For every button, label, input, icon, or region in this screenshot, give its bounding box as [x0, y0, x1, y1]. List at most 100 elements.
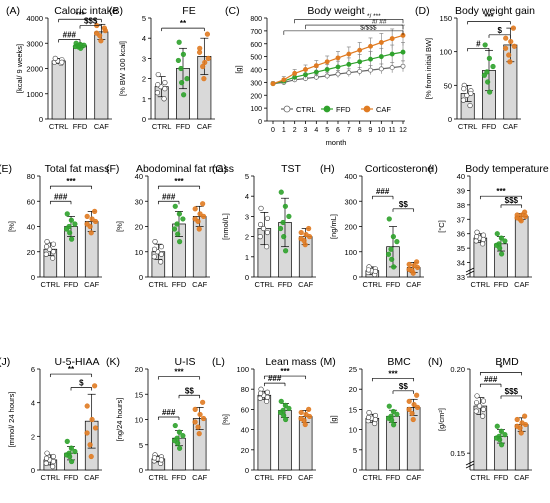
- series-point-caf: [281, 77, 287, 83]
- data-point: [414, 259, 420, 265]
- data-point: [474, 393, 480, 399]
- axis-break-mark: [465, 270, 475, 276]
- data-point: [64, 211, 70, 217]
- category-label-caf: CAF: [94, 122, 109, 131]
- data-point: [192, 419, 198, 425]
- panel-title: Lean mass: [265, 356, 316, 368]
- data-point: [264, 389, 271, 395]
- data-point: [161, 96, 167, 102]
- y-tick-label: 6: [31, 365, 35, 374]
- x-tick-label: 8: [358, 127, 362, 134]
- category-label-ffd: FFD: [278, 473, 293, 482]
- panel-letter: (H): [320, 163, 335, 175]
- significance-label: ###: [484, 375, 498, 384]
- panel-n: (N) BMD 0.15 0.20 [g/cm²] CTRL FFD CAF *### $$$: [428, 356, 532, 482]
- significance-label: ###: [54, 192, 68, 201]
- x-tick-label: 6: [336, 127, 340, 134]
- data-point: [388, 246, 394, 252]
- significance-label: #: [476, 39, 481, 48]
- y-tick-label: 15: [349, 405, 357, 414]
- data-point: [180, 51, 186, 57]
- data-point: [390, 408, 396, 415]
- x-tick-label: 12: [399, 127, 407, 134]
- panel-title: TST: [281, 163, 301, 175]
- data-point: [84, 213, 90, 219]
- data-point: [414, 404, 421, 410]
- category-label-ctrl: CTRL: [41, 280, 61, 289]
- significance-label: ***: [174, 368, 184, 377]
- x-tick-label: 4: [314, 127, 318, 134]
- data-point: [306, 406, 312, 413]
- significance-label: ***: [280, 367, 290, 376]
- panel-title: Abodominal fat mass: [136, 163, 234, 175]
- series-point-ffd: [389, 51, 395, 57]
- series-point-caf: [378, 40, 384, 45]
- axis-break-mark: [465, 267, 475, 273]
- data-point: [155, 82, 161, 88]
- data-point: [414, 392, 420, 398]
- y-tick-label: 20: [27, 248, 35, 257]
- data-point: [257, 234, 263, 240]
- significance-label: ###: [162, 408, 176, 417]
- category-label-ctrl: CTRL: [471, 473, 491, 482]
- data-point: [476, 403, 483, 409]
- data-point: [514, 215, 520, 221]
- data-point: [180, 216, 186, 222]
- data-point: [50, 464, 56, 470]
- panel-title: Body weight gain: [455, 5, 535, 17]
- data-point: [486, 55, 492, 62]
- data-point: [480, 241, 486, 247]
- y-tick-label: 800: [250, 16, 262, 23]
- data-point: [180, 433, 186, 439]
- significance-label: $: [79, 379, 84, 388]
- data-point: [468, 90, 474, 97]
- y-tick-label: 0: [31, 466, 35, 475]
- y-tick-label: 100: [344, 248, 357, 257]
- panel-m: (M) BMC 0 5 10 15 20 25 [g] CTRL FFD CAF ***$$: [320, 356, 424, 482]
- y-tick-label: 20: [135, 223, 143, 232]
- y-tick-label: 200: [250, 93, 262, 100]
- y-tick-label: 60: [27, 197, 35, 206]
- data-point: [460, 97, 467, 103]
- panel-c: (C) Body weight 0 100 200 300 400 500 600 700 800 0…: [225, 5, 407, 147]
- series-point-ffd: [357, 59, 363, 65]
- data-point: [181, 92, 187, 98]
- y-tick-label: 36: [457, 230, 465, 239]
- category-label-ffd: FFD: [386, 473, 401, 482]
- category-label-ctrl: CTRL: [458, 122, 478, 131]
- data-point: [197, 211, 203, 217]
- significance-label: **: [68, 365, 75, 374]
- data-point: [264, 244, 270, 250]
- data-point: [92, 208, 98, 214]
- y-axis-label: [% BW 100 kcal]: [118, 41, 127, 96]
- y-tick-label: 0: [39, 115, 43, 124]
- category-label-ctrl: CTRL: [471, 280, 491, 289]
- data-point: [503, 35, 509, 41]
- legend-label-ffd: FFD: [336, 105, 351, 114]
- significance-label: ###: [376, 187, 390, 196]
- panel-title: Corticosterone: [365, 163, 433, 175]
- significance-label: */ ***: [367, 13, 381, 20]
- y-tick-label: 4: [142, 34, 146, 43]
- data-point: [502, 238, 508, 244]
- significance-label: ###: [63, 30, 77, 39]
- data-point: [84, 403, 90, 409]
- data-point: [480, 398, 487, 404]
- data-point: [487, 89, 493, 95]
- data-point: [372, 416, 378, 423]
- data-point: [306, 225, 312, 232]
- data-point: [508, 38, 514, 45]
- y-tick-label: 100: [236, 365, 249, 374]
- data-point: [68, 217, 74, 223]
- data-point: [493, 435, 500, 441]
- y-tick-label: 0.20: [450, 365, 465, 374]
- series-point-ctrl: [357, 68, 363, 74]
- data-point: [88, 453, 94, 460]
- data-point: [298, 229, 304, 236]
- data-point: [386, 216, 392, 222]
- y-tick-label: 0: [245, 273, 249, 282]
- data-point: [514, 416, 520, 423]
- x-tick-label: 0: [271, 127, 275, 134]
- data-point: [365, 267, 372, 273]
- significance-label: $$$: [505, 196, 519, 205]
